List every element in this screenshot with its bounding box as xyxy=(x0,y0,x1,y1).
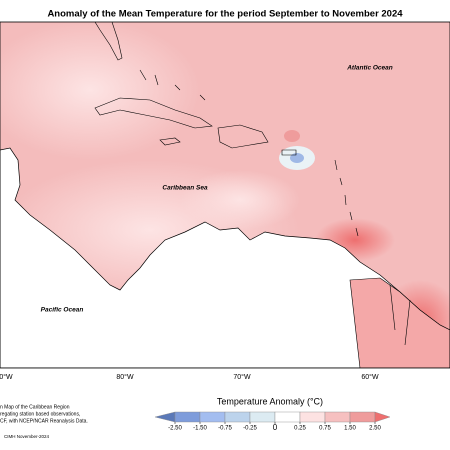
ocean-label: Caribbean Sea xyxy=(162,185,208,192)
lon-label: 80°W xyxy=(116,373,134,381)
colorbar-tick-label: -0.75 xyxy=(218,426,232,432)
coastline xyxy=(281,149,297,156)
land-anomaly xyxy=(349,277,450,368)
lon-label: 0°W xyxy=(0,373,13,381)
anomaly-area xyxy=(180,170,300,230)
border xyxy=(389,284,411,346)
colorbar-segment xyxy=(224,411,251,423)
anomaly-area xyxy=(284,130,300,142)
colorbar: -2.50 -1.50 -0.75 -0.25 0 0.25 0.75 1.50 2.50 xyxy=(154,411,391,432)
colorbar-extend xyxy=(154,411,176,423)
map-frame xyxy=(0,21,450,369)
colorbar-tick-label: -2.50 xyxy=(168,426,182,432)
map: Atlantic Ocean Caribbean Sea Pacific Oce… xyxy=(0,22,450,368)
colorbar-segment xyxy=(324,411,351,423)
footnote: regating station based observations, xyxy=(0,411,80,417)
anomaly-area xyxy=(0,22,200,160)
colorbar-tick-label: 2.50 xyxy=(369,426,381,432)
colorbar-segment xyxy=(249,411,276,423)
colorbar-tick-label: -1.50 xyxy=(193,426,207,432)
title: Anomaly of the Mean Temperature for the … xyxy=(47,9,403,20)
anomaly-area xyxy=(290,153,304,163)
colorbar-tick-label: 0.25 xyxy=(294,426,306,432)
footnote: n Map of the Caribbean Region xyxy=(0,404,70,410)
colorbar-extend xyxy=(374,411,391,423)
lon-label: 70°W xyxy=(233,373,251,381)
footnote: CIMH November-2024 xyxy=(4,434,50,439)
colorbar-tick-label: 0 xyxy=(273,423,278,432)
coastline xyxy=(94,22,123,61)
coastline xyxy=(217,124,269,149)
lon-label: 60°W xyxy=(361,373,379,381)
colorbar-segment xyxy=(174,411,201,423)
coastline xyxy=(139,69,206,101)
footnote: CF, with NCEP/NCAR Reanalysis Data. xyxy=(0,418,88,424)
ocean-label: Pacific Ocean xyxy=(41,307,84,314)
colorbar-segment xyxy=(349,411,376,423)
colorbar-segment xyxy=(199,411,226,423)
ocean-label: Atlantic Ocean xyxy=(346,65,393,72)
colorbar-tick-label: -0.25 xyxy=(243,426,257,432)
colorbar-title: Temperature Anomaly (°C) xyxy=(217,396,323,406)
coastline xyxy=(334,159,359,237)
colorbar-segment xyxy=(299,411,326,423)
coastline xyxy=(94,97,213,129)
colorbar-segment xyxy=(274,411,301,423)
colorbar-tick-label: 1.50 xyxy=(344,426,356,432)
colorbar-tick-label: 0.75 xyxy=(319,426,331,432)
coastline xyxy=(159,137,181,146)
